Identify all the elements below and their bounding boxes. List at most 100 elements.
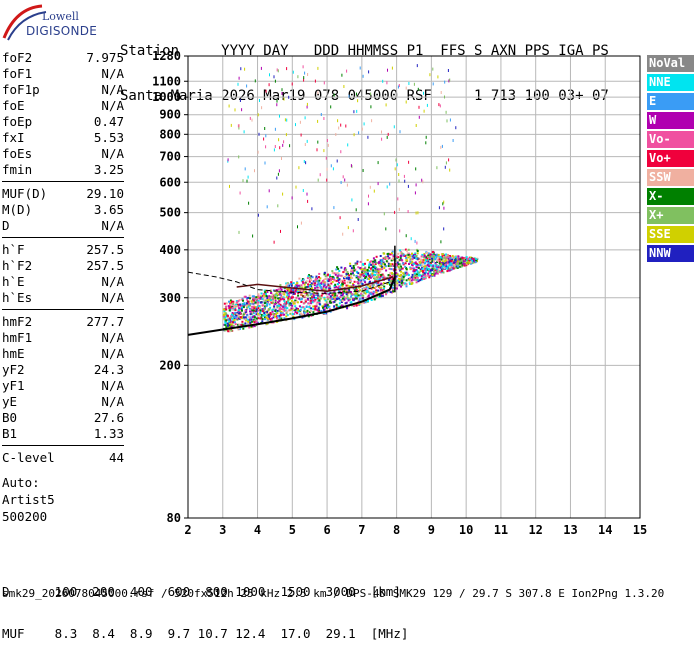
echo-point — [262, 295, 265, 298]
echo-point — [416, 64, 418, 68]
echo-point — [441, 262, 444, 265]
echo-point — [436, 264, 439, 267]
echo-point — [437, 255, 440, 258]
echo-point — [343, 85, 345, 88]
echo-point — [234, 309, 237, 312]
echo-point — [347, 287, 350, 290]
echo-point — [413, 82, 415, 86]
echo-point — [231, 317, 234, 320]
echo-point — [275, 313, 277, 316]
echo-point — [371, 268, 374, 271]
echo-point — [352, 274, 355, 277]
logo-digisonde: DIGISONDE — [26, 24, 98, 38]
echo-point — [441, 253, 444, 256]
echo-point — [305, 292, 308, 295]
echo-point — [266, 304, 268, 307]
echo-point — [271, 310, 274, 313]
echo-point — [444, 95, 445, 99]
echo-point — [384, 265, 387, 268]
echo-point — [372, 273, 375, 276]
echo-point — [423, 91, 424, 95]
echo-point — [464, 262, 467, 265]
echo-point — [368, 194, 369, 198]
echo-point — [302, 290, 304, 293]
echo-point — [333, 286, 336, 289]
echo-point — [263, 312, 266, 314]
echo-point — [320, 286, 323, 289]
echo-point — [380, 294, 383, 297]
echo-point — [370, 297, 373, 300]
echo-point — [323, 283, 326, 286]
echo-point — [365, 274, 368, 277]
echo-point — [389, 278, 392, 281]
echo-point — [444, 80, 446, 84]
echo-point — [381, 130, 382, 134]
param-separator — [2, 237, 124, 238]
echo-point — [419, 269, 422, 272]
echo-point — [316, 297, 319, 300]
echo-point — [229, 302, 232, 305]
echo-point — [433, 274, 436, 277]
echo-point — [423, 272, 426, 275]
echo-point — [353, 305, 355, 307]
x-tick-label: 12 — [528, 523, 542, 537]
echo-point — [416, 273, 418, 276]
echo-point — [352, 284, 355, 286]
echo-point — [228, 306, 231, 309]
x-tick-label: 4 — [254, 523, 261, 537]
echo-point — [270, 292, 273, 294]
echo-point — [282, 143, 284, 147]
echo-point — [257, 295, 260, 298]
echo-point — [357, 300, 360, 303]
echo-point — [446, 270, 449, 273]
echo-point — [409, 277, 411, 280]
echo-point — [386, 282, 389, 285]
echo-point — [366, 268, 369, 271]
echo-point — [341, 282, 344, 284]
echo-point — [404, 255, 407, 257]
echo-point — [267, 309, 270, 312]
echo-point — [346, 284, 349, 287]
echo-point — [341, 304, 344, 307]
echo-point — [353, 280, 356, 283]
echo-point — [279, 290, 282, 293]
echo-point — [374, 267, 377, 270]
echo-point — [281, 297, 284, 300]
echo-point — [243, 312, 246, 315]
echo-point — [473, 259, 476, 262]
echo-point — [257, 297, 260, 300]
echo-point — [391, 263, 394, 266]
echo-point — [257, 307, 259, 310]
echo-point — [295, 307, 298, 310]
echo-point — [405, 254, 408, 257]
echo-point — [429, 269, 432, 272]
echo-point — [432, 67, 434, 71]
echo-point — [417, 87, 419, 91]
echo-point — [367, 135, 369, 139]
echo-point — [263, 299, 266, 302]
param-row-hme: hmE N/A — [2, 346, 124, 362]
echo-point — [283, 309, 286, 312]
echo-point — [276, 306, 279, 309]
echo-point — [349, 265, 352, 267]
echo-point — [303, 76, 305, 80]
echo-point — [385, 269, 388, 272]
echo-point — [232, 321, 235, 324]
echo-point — [239, 316, 242, 319]
echo-point — [445, 110, 447, 114]
param-row-mufd: MUF(D) 29.10 — [2, 186, 124, 202]
echo-point — [358, 299, 361, 302]
echo-point — [338, 274, 341, 277]
echo-point — [229, 299, 232, 302]
echo-point — [404, 273, 407, 276]
echo-point — [366, 295, 369, 298]
echo-point — [412, 263, 415, 265]
legend-item-x: X- — [647, 188, 694, 205]
echo-point — [323, 273, 326, 276]
y-tick-label: 400 — [159, 243, 181, 257]
x-tick-label: 8 — [393, 523, 400, 537]
echo-point — [255, 310, 258, 313]
echo-point — [308, 289, 311, 292]
echo-point — [251, 316, 254, 319]
echo-point — [232, 325, 235, 327]
